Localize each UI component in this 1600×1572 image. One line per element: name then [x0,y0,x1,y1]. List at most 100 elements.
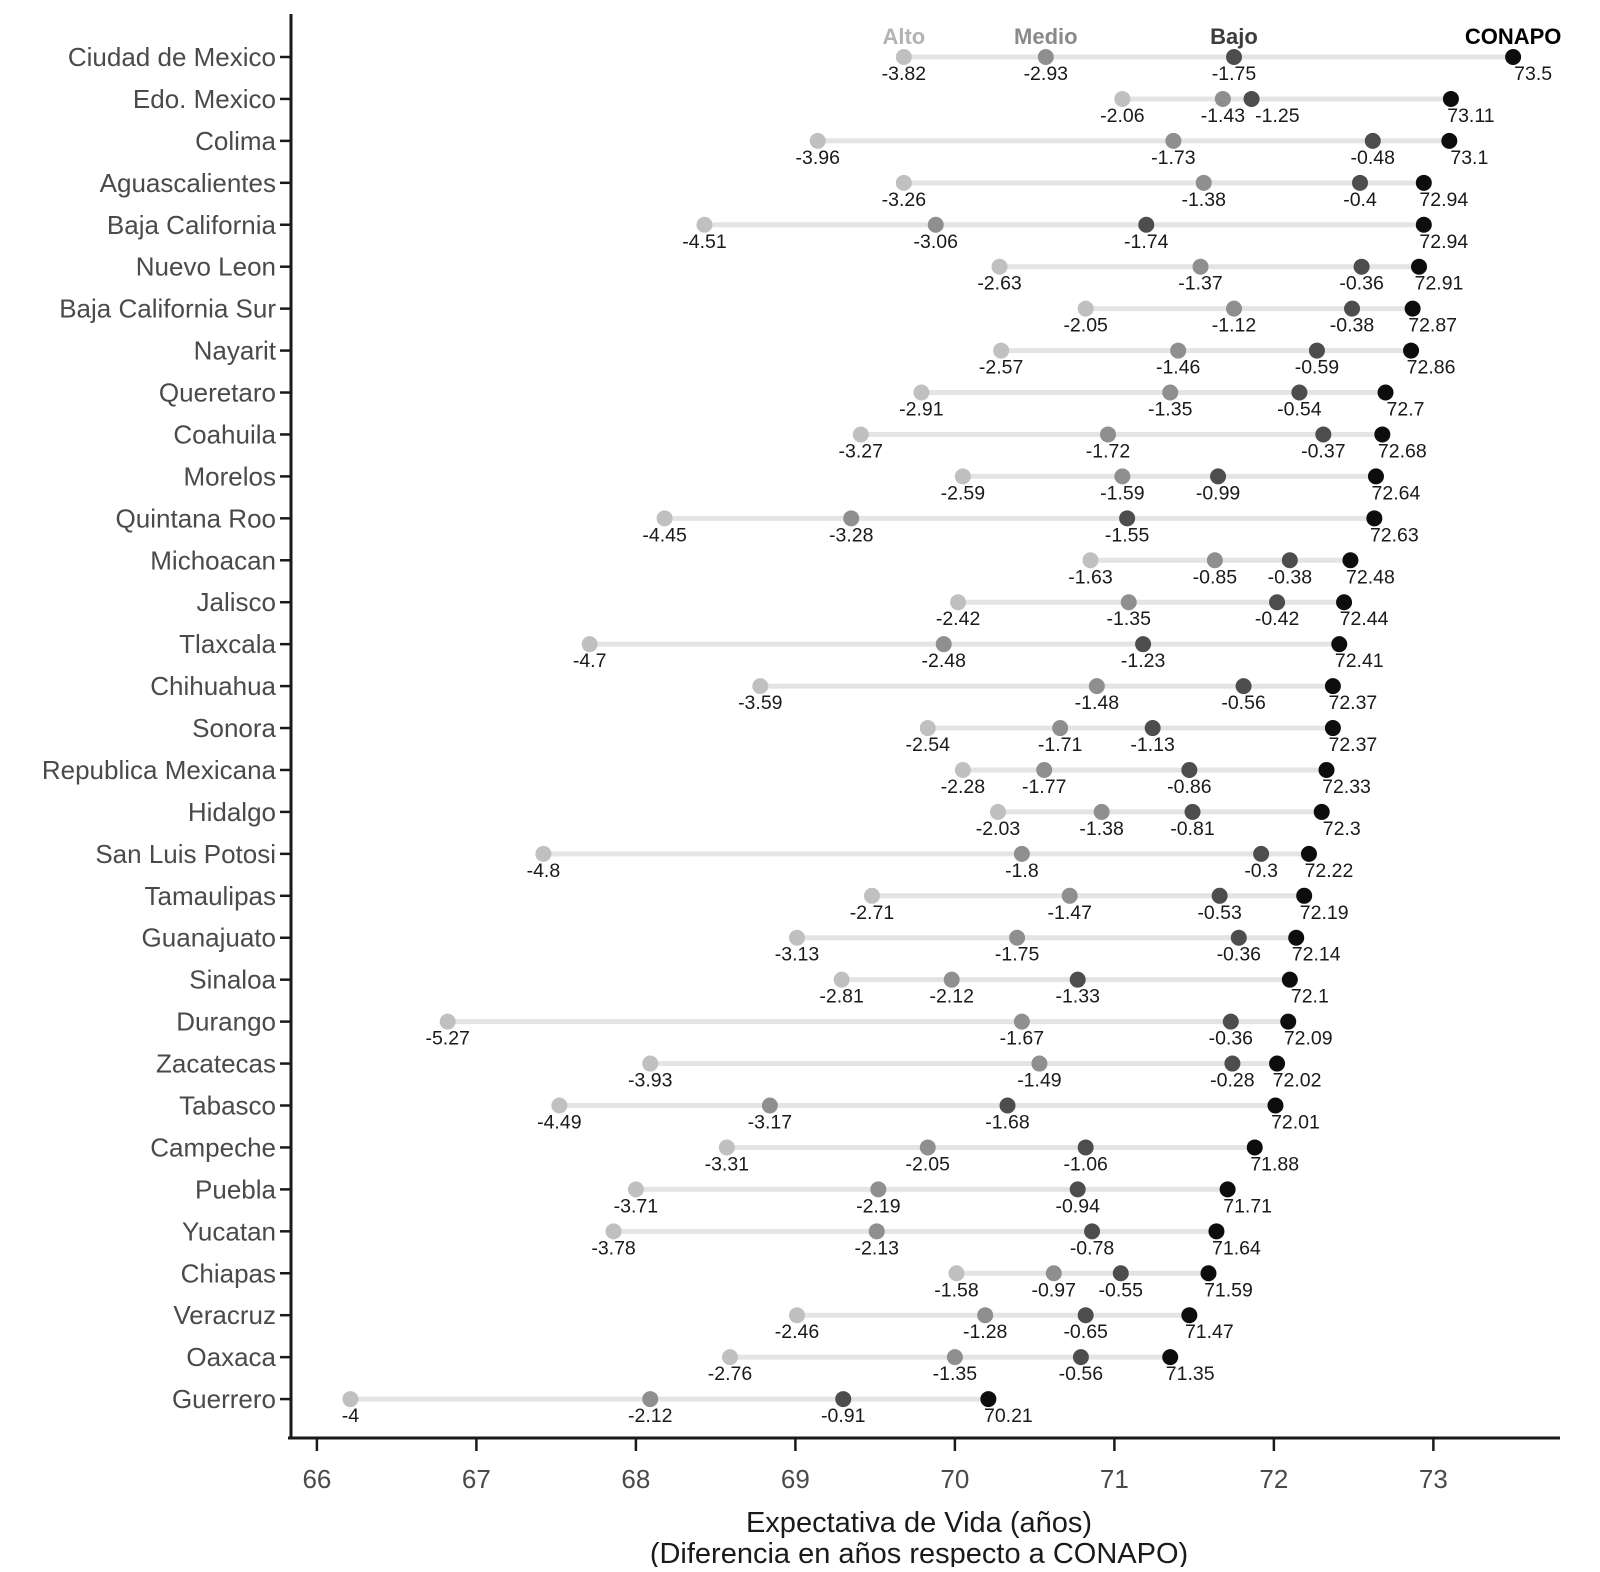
bajo-value-label: -0.53 [1197,902,1241,924]
bajo-dot [1077,1139,1094,1156]
state-label: Baja California [107,210,277,240]
bajo-value-label: -0.99 [1196,482,1240,504]
conapo-dot [1331,636,1348,653]
medio-dot [1100,426,1117,443]
conapo-value-label: 72.64 [1372,482,1421,504]
state-label: Yucatan [182,1216,276,1246]
medio-value-label: -1.35 [933,1363,978,1385]
state-label: Durango [176,1007,276,1037]
bajo-dot [1269,594,1286,611]
state-label: Guerrero [172,1384,276,1414]
alto-dot [342,1391,359,1408]
alto-dot [535,845,552,862]
alto-value-label: -2.06 [1100,105,1144,127]
alto-dot [895,49,912,65]
x-tick-label: 68 [621,1464,650,1494]
conapo-dot [1318,761,1335,778]
x-tick-label: 73 [1419,1464,1448,1494]
alto-value-label: -2.71 [850,902,894,924]
alto-value-label: -4 [342,1405,359,1427]
medio-value-label: -1.37 [1178,273,1222,295]
chart-row: Queretaro -2.91 -1.35 -0.54 72.7 [159,378,1425,421]
medio-dot [1093,803,1110,820]
bajo-value-label: -1.74 [1124,231,1169,253]
alto-value-label: -3.13 [775,944,819,966]
bajo-dot [1210,468,1227,485]
alto-value-label: -3.78 [591,1237,635,1259]
bajo-dot [1077,1307,1094,1324]
medio-dot [1013,845,1030,862]
bajo-value-label: -0.4 [1343,189,1377,211]
conapo-dot [1296,887,1313,904]
alto-value-label: -3.93 [628,1070,672,1092]
conapo-dot [1208,1223,1225,1240]
bajo-value-label: -1.68 [985,1112,1029,1134]
bajo-dot [1184,803,1201,820]
chart-row: Yucatan -3.78 -2.13 -0.78 71.64 [182,1216,1261,1259]
chart-row: Republica Mexicana -2.28 -1.77 -0.86 72.33 [42,755,1371,798]
bajo-value-label: -0.56 [1221,692,1265,714]
bajo-dot [1072,1349,1089,1366]
medio-value-label: -1.73 [1151,147,1195,169]
chart-row: Campeche -3.31 -2.05 -1.06 71.88 [150,1132,1299,1175]
medio-value-label: -3.17 [748,1112,792,1134]
conapo-value-label: 72.02 [1273,1070,1322,1092]
state-label: Tabasco [179,1091,276,1121]
medio-dot [1214,90,1231,107]
bajo-dot [1235,678,1252,695]
conapo-dot [1280,1013,1297,1030]
bajo-value-label: -0.65 [1063,1321,1108,1343]
chart-row: Tlaxcala -4.7 -2.48 -1.23 72.41 [179,629,1384,672]
bajo-dot [1224,1055,1241,1072]
alto-dot [913,384,930,401]
state-label: Ciudad de Mexico [68,42,276,72]
state-label: Sonora [192,713,276,743]
alto-dot [948,1265,965,1282]
bajo-value-label: -1.25 [1255,105,1300,127]
medio-dot [1013,1013,1030,1030]
chart-row: Hidalgo -2.03 -1.38 -0.81 72.3 [188,797,1361,840]
bajo-dot [1112,1265,1129,1282]
legend-label-alto: Alto [882,24,925,49]
medio-value-label: -1.35 [1107,608,1152,630]
bajo-value-label: -0.81 [1170,818,1214,840]
bajo-dot [1084,1223,1101,1240]
state-label: Nayarit [194,336,277,366]
bajo-value-label: -0.36 [1217,944,1261,966]
state-label: Edo. Mexico [133,84,276,114]
x-tick-label: 70 [940,1464,969,1494]
conapo-value-label: 72.44 [1340,608,1389,630]
chart-row: Chihuahua -3.59 -1.48 -0.56 72.37 [150,671,1377,714]
conapo-dot [1219,1181,1236,1198]
conapo-value-label: 72.19 [1300,902,1349,924]
alto-value-label: -2.28 [941,776,985,798]
medio-value-label: -2.19 [856,1195,900,1217]
alto-value-label: -2.81 [819,986,863,1008]
bajo-value-label: -0.28 [1210,1070,1254,1092]
medio-dot [1162,384,1179,401]
conapo-value-label: 73.5 [1514,63,1552,85]
medio-dot [1037,49,1054,65]
state-label: Veracruz [173,1300,276,1330]
bajo-dot [1352,174,1369,191]
alto-value-label: -3.27 [839,440,883,462]
conapo-dot [1313,803,1330,820]
state-label: Republica Mexicana [42,755,277,785]
conapo-value-label: 73.1 [1450,147,1488,169]
conapo-value-label: 72.94 [1419,189,1468,211]
medio-dot [919,1139,936,1156]
state-label: Jalisco [197,587,276,617]
bajo-value-label: -0.54 [1277,399,1322,421]
conapo-value-label: 72.63 [1370,524,1419,546]
conapo-value-label: 72.3 [1323,818,1361,840]
alto-dot [863,887,880,904]
state-label: Quintana Roo [116,503,276,533]
chart-row: Durango -5.27 -1.67 -0.36 72.09 [176,1007,1332,1050]
medio-dot [870,1181,887,1198]
alto-dot [551,1097,568,1114]
alto-value-label: -4.51 [682,231,726,253]
alto-value-label: -2.59 [941,482,985,504]
conapo-value-label: 72.09 [1284,1028,1333,1050]
alto-dot [833,971,850,988]
